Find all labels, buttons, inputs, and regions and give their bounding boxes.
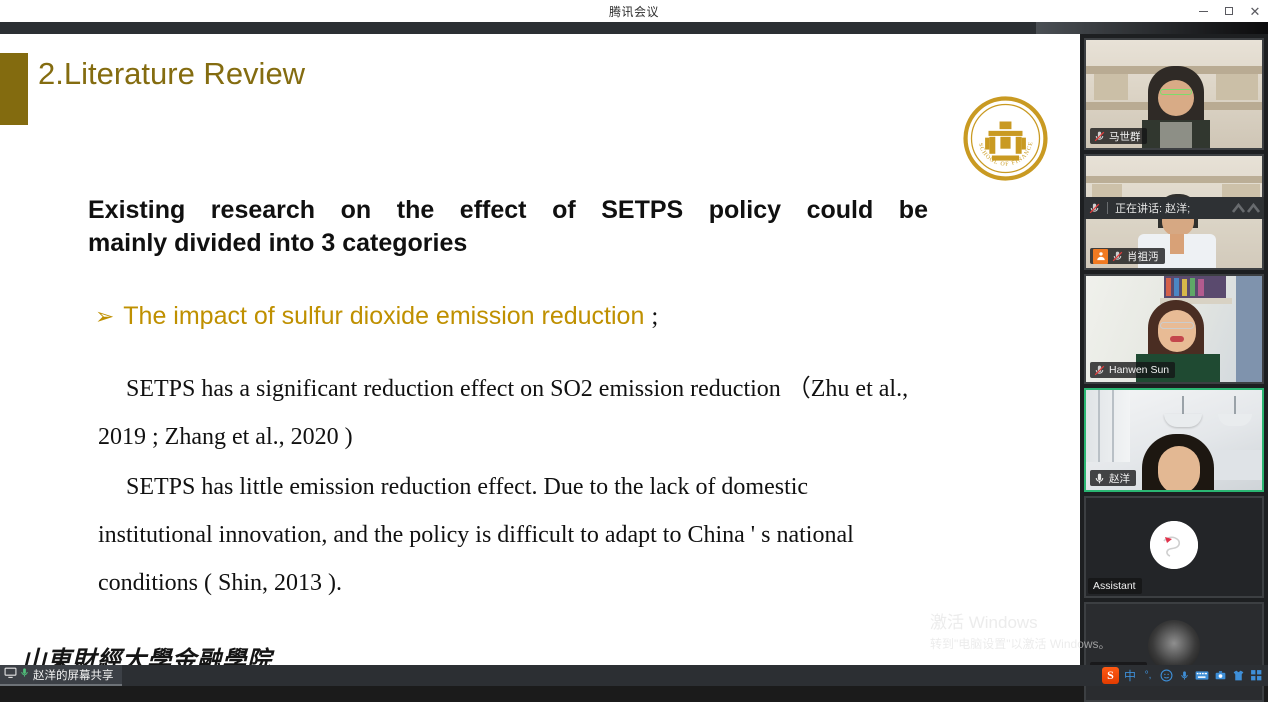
slide-footer-brand: 山東財經大學金融學院 SCHOOL OF FINANCE · SDUFE: [22, 640, 272, 665]
restore-button[interactable]: [1216, 0, 1242, 22]
participant-name: 赵洋: [1109, 471, 1130, 486]
bullet-label: The impact of sulfur dioxide emission re…: [123, 302, 644, 331]
participant-name-bar: 马世群: [1090, 128, 1147, 144]
participant-name: Assistant: [1093, 580, 1136, 592]
close-button[interactable]: ✕: [1242, 0, 1268, 22]
taskbar-item-label: 赵洋的屏幕共享: [33, 667, 114, 683]
sdufe-seal-logo: SCHOOL OF FINANCE · SDUFE: [963, 96, 1048, 181]
paragraph-1-text: SETPS has a significant reduction effect…: [98, 376, 908, 450]
participant-rail[interactable]: 马世群 肖祖沔 正在讲话:: [1080, 34, 1268, 665]
participant-tile-0[interactable]: 马世群: [1084, 38, 1264, 150]
participant-name: 马世群: [1109, 129, 1141, 144]
brand-name-cn: 山東財經大學金融學院: [22, 640, 272, 665]
mic-active-icon: [1093, 472, 1106, 485]
skin-icon[interactable]: [1231, 668, 1245, 683]
monitor-icon: [4, 666, 17, 684]
taskbar-item-screen-share[interactable]: 赵洋的屏幕共享: [0, 665, 122, 686]
bullet-arrow-icon: ➢: [95, 305, 114, 328]
emoji-icon[interactable]: [1159, 668, 1173, 683]
toolbox-icon[interactable]: [1249, 668, 1263, 683]
windows-taskbar[interactable]: 赵洋的屏幕共享 S 中 °,: [0, 665, 1268, 686]
participant-tile-3[interactable]: 赵洋: [1084, 388, 1264, 492]
soft-keyboard-icon[interactable]: [1195, 668, 1209, 683]
sogou-logo-icon[interactable]: S: [1102, 667, 1119, 684]
mic-muted-icon: [1088, 202, 1101, 215]
meeting-chrome-strip: [0, 22, 1268, 34]
participant-name-bar: Assistant: [1088, 578, 1142, 594]
minimize-button[interactable]: [1190, 0, 1216, 22]
collapse-chevrons-icon[interactable]: [1232, 203, 1260, 214]
microphone-icon[interactable]: [1177, 668, 1191, 683]
shared-screen-slide[interactable]: 2.Literature Review SCHOOL OF FINANCE · …: [0, 34, 1080, 665]
chrome-gradient: [1036, 22, 1268, 34]
headline-line-2: mainly divided into 3 categories: [88, 227, 928, 260]
mic-muted-icon: [1093, 130, 1106, 143]
slide-section-title: 2.Literature Review: [38, 56, 305, 92]
window-title: 腾讯会议: [609, 3, 659, 20]
bullet-trailing-punct: ;: [651, 303, 658, 331]
active-speaker-banner[interactable]: 正在讲话: 赵洋;: [1084, 197, 1264, 219]
screenshot-icon[interactable]: [1213, 668, 1227, 683]
slide-paragraph-2: SETPS has little emission reduction effe…: [98, 464, 928, 607]
participant-name-bar: 肖祖沔: [1090, 248, 1165, 264]
slide-headline: Existing research on the effect of SETPS…: [88, 194, 928, 261]
banner-divider: [1107, 202, 1108, 214]
assistant-avatar: [1150, 521, 1198, 569]
participant-tile-5[interactable]: 崔世豪: [1084, 602, 1264, 702]
ime-chinese-icon[interactable]: 中: [1123, 668, 1137, 683]
slide-title-accent-block: [0, 53, 28, 125]
system-tray[interactable]: S 中 °,: [1099, 665, 1266, 686]
paragraph-2-text: SETPS has little emission reduction effe…: [98, 474, 854, 596]
window-controls: ✕: [1190, 0, 1268, 22]
participant-tile-4[interactable]: Assistant: [1084, 496, 1264, 598]
headline-line-1: Existing research on the effect of SETPS…: [88, 194, 928, 227]
slide-bullet-item: ➢ The impact of sulfur dioxide emission …: [95, 302, 658, 331]
participant-name: 肖祖沔: [1127, 249, 1159, 264]
slide-paragraph-1: SETPS has a significant reduction effect…: [98, 366, 928, 462]
host-badge-icon: [1093, 249, 1108, 264]
participant-name-bar: Hanwen Sun: [1090, 362, 1175, 378]
ime-punctuation-icon[interactable]: °,: [1141, 668, 1155, 683]
participant-tile-2[interactable]: Hanwen Sun: [1084, 274, 1264, 384]
window-title-bar[interactable]: 腾讯会议 ✕: [0, 0, 1268, 22]
participant-name: Hanwen Sun: [1109, 364, 1169, 376]
participant-name-bar: 赵洋: [1090, 470, 1136, 486]
mic-muted-icon: [1093, 364, 1106, 377]
microphone-icon: [19, 666, 30, 684]
active-speaker-label: 正在讲话: 赵洋;: [1115, 200, 1190, 216]
mic-muted-icon: [1111, 250, 1124, 263]
